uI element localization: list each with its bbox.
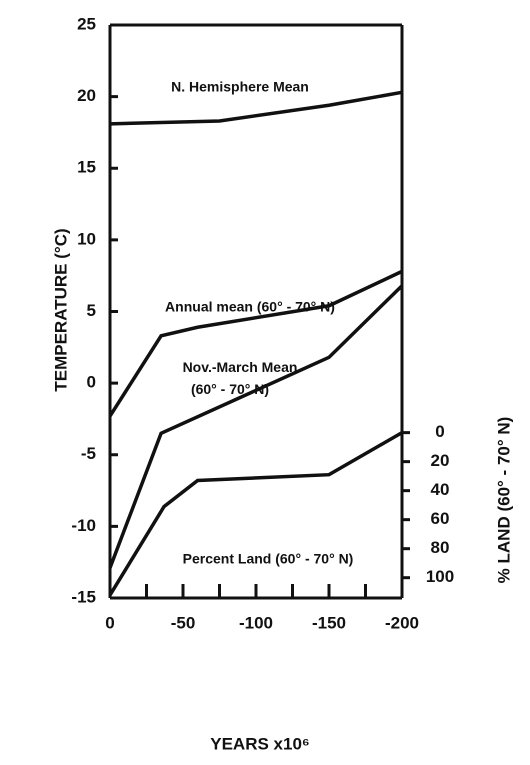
x-tick-label: -200: [385, 613, 419, 632]
series-line: [108, 431, 403, 597]
series-label: Annual mean (60° - 70° N): [165, 299, 335, 315]
y2-tick-label: 0: [435, 422, 444, 441]
y-tick-label: -15: [71, 587, 96, 606]
x-tick-label: -50: [171, 613, 196, 632]
y-tick-label: 15: [77, 158, 96, 177]
y-tick-label: -10: [71, 516, 96, 535]
y2-axis-title: % LAND (60° - 70° N): [494, 417, 513, 584]
y-tick-label: 0: [87, 373, 96, 392]
y2-tick-label: 60: [431, 509, 450, 528]
y-tick-label: 20: [77, 86, 96, 105]
y-tick-label: -5: [81, 444, 96, 463]
series-label: Percent Land (60° - 70° N): [183, 551, 354, 567]
x-axis-title: YEARS x10⁶: [210, 734, 310, 753]
series-label: N. Hemisphere Mean: [171, 79, 309, 95]
y2-tick-label: 100: [426, 567, 454, 586]
x-tick-label: 0: [105, 613, 114, 632]
y-tick-label: 25: [77, 14, 96, 33]
x-tick-label: -100: [239, 613, 273, 632]
y2-tick-label: 40: [431, 480, 450, 499]
y-tick-label: 5: [87, 301, 96, 320]
y2-tick-label: 80: [431, 538, 450, 557]
y-tick-label: 10: [77, 229, 96, 248]
series-line: [108, 284, 404, 569]
y-axis-title: TEMPERATURE (°C): [51, 228, 70, 391]
y2-tick-label: 20: [431, 451, 450, 470]
series-line: [108, 269, 403, 418]
series-label: Nov.-March Mean (60° - 70° N): [183, 359, 298, 397]
x-tick-label: -150: [312, 613, 346, 632]
series-line: [109, 90, 403, 126]
